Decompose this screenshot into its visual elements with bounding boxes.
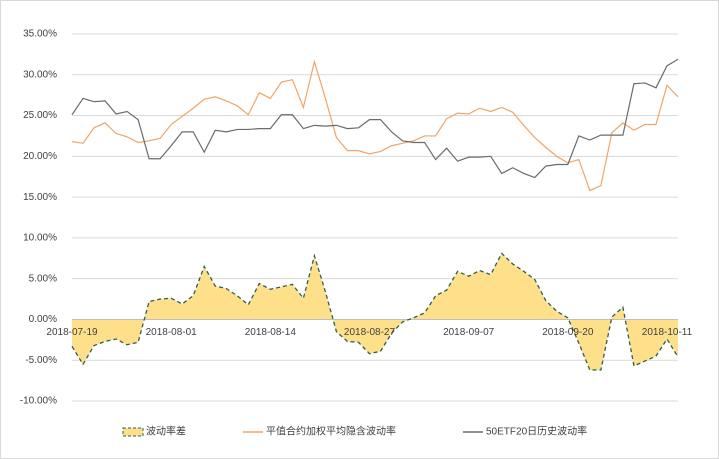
y-tick-label: 20.00% bbox=[23, 151, 57, 162]
y-tick-label: 0.00% bbox=[29, 314, 57, 325]
y-tick-label: 30.00% bbox=[23, 69, 57, 80]
line bbox=[71, 58, 679, 179]
legend-label: 平值合约加权平均隐含波动率 bbox=[266, 425, 396, 438]
y-tick-label: 25.00% bbox=[23, 110, 57, 121]
x-tick-label: 2018-08-14 bbox=[245, 327, 297, 338]
y-tick-label: 15.00% bbox=[23, 192, 57, 203]
y-tick-label: -10.00% bbox=[20, 396, 57, 407]
x-tick-label: 2018-07-19 bbox=[46, 327, 98, 338]
y-tick-label: 10.00% bbox=[23, 233, 57, 244]
x-tick-label: 2018-10-11 bbox=[642, 327, 693, 338]
y-tick-label: -5.00% bbox=[25, 355, 57, 366]
y-tick-label: 5.00% bbox=[29, 273, 57, 284]
x-tick-label: 2018-09-07 bbox=[443, 327, 495, 338]
x-tick-label: 2018-09-20 bbox=[542, 327, 594, 338]
y-tick-label: 35.00% bbox=[23, 29, 57, 40]
x-tick-label: 2018-08-27 bbox=[344, 327, 396, 338]
x-tick-label: 2018-08-01 bbox=[146, 327, 198, 338]
line bbox=[71, 59, 679, 192]
area bbox=[72, 253, 678, 371]
legend-label: 波动率差 bbox=[146, 425, 186, 438]
area-edge bbox=[71, 252, 679, 371]
legend-swatch bbox=[122, 427, 144, 437]
legend-label: 50ETF20日历史波动率 bbox=[486, 425, 587, 438]
